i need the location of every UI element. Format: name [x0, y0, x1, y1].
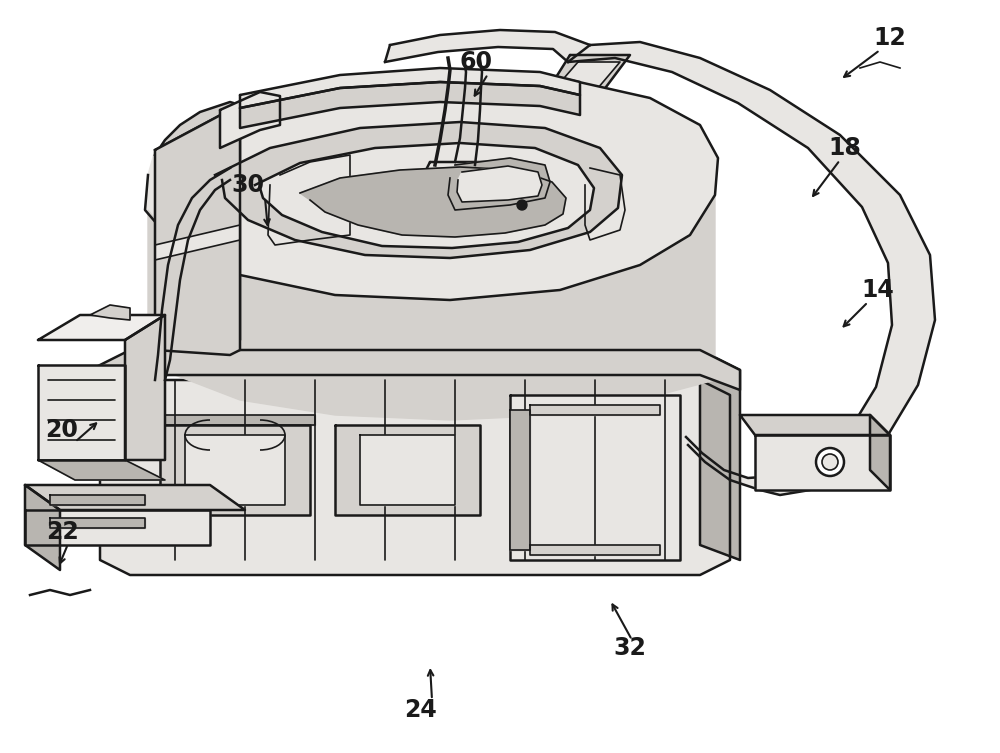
Polygon shape: [160, 425, 310, 515]
Text: 18: 18: [829, 136, 861, 160]
Polygon shape: [25, 510, 210, 545]
Text: 14: 14: [862, 278, 894, 302]
Polygon shape: [558, 62, 620, 88]
Polygon shape: [335, 425, 480, 515]
Text: 22: 22: [46, 520, 78, 544]
Polygon shape: [510, 410, 530, 550]
Polygon shape: [240, 82, 580, 128]
Polygon shape: [425, 162, 495, 190]
Polygon shape: [448, 158, 550, 210]
Polygon shape: [50, 518, 145, 528]
Polygon shape: [155, 110, 240, 355]
Polygon shape: [50, 495, 145, 505]
Polygon shape: [568, 42, 935, 495]
Polygon shape: [148, 195, 715, 420]
Text: 24: 24: [404, 698, 436, 722]
Polygon shape: [155, 225, 240, 260]
Text: 30: 30: [232, 173, 264, 197]
Polygon shape: [530, 405, 660, 415]
Circle shape: [822, 454, 838, 470]
Polygon shape: [700, 350, 740, 560]
Polygon shape: [457, 166, 542, 202]
Polygon shape: [255, 143, 594, 248]
Polygon shape: [240, 68, 580, 108]
Polygon shape: [185, 435, 285, 505]
Polygon shape: [100, 380, 730, 575]
Text: 60: 60: [460, 50, 492, 74]
Polygon shape: [870, 415, 890, 490]
Polygon shape: [90, 305, 130, 320]
Text: 20: 20: [46, 418, 78, 442]
Polygon shape: [530, 545, 660, 555]
Polygon shape: [155, 415, 315, 425]
Polygon shape: [740, 415, 890, 435]
Polygon shape: [755, 435, 890, 490]
Text: 12: 12: [874, 26, 906, 50]
Polygon shape: [25, 485, 60, 570]
Polygon shape: [360, 435, 455, 505]
Polygon shape: [38, 460, 165, 480]
Polygon shape: [215, 122, 622, 258]
Polygon shape: [548, 55, 630, 95]
Polygon shape: [510, 395, 680, 560]
Polygon shape: [385, 30, 590, 62]
Polygon shape: [38, 365, 125, 460]
Polygon shape: [220, 92, 280, 148]
Polygon shape: [145, 75, 718, 300]
Polygon shape: [300, 167, 566, 237]
Circle shape: [517, 200, 527, 210]
Polygon shape: [125, 315, 165, 460]
Circle shape: [816, 448, 844, 476]
Polygon shape: [155, 102, 240, 350]
Polygon shape: [90, 350, 740, 390]
Text: 32: 32: [614, 636, 646, 660]
Polygon shape: [38, 315, 165, 340]
Polygon shape: [25, 485, 245, 510]
